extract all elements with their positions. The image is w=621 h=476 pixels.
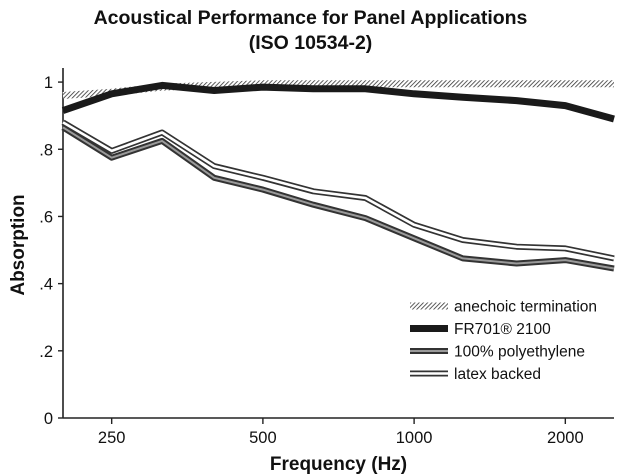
y-tick-label: 1 <box>44 74 53 92</box>
series-latex-backed <box>63 122 614 258</box>
axes: 0 .2 .4 .6 .8 1 250 500 1000 2000 Frequency (Hz) Ab… <box>8 68 614 475</box>
x-tick-label: 250 <box>98 429 126 447</box>
series-fr701-2100 <box>63 85 614 119</box>
legend-item: FR701® 2100 <box>410 321 551 338</box>
x-tick-label: 1000 <box>396 429 433 447</box>
x-tick-label: 500 <box>249 429 277 447</box>
y-tick-label: .6 <box>39 208 53 226</box>
legend-label: latex backed <box>454 366 541 383</box>
legend-label: anechoic termination <box>454 299 597 316</box>
y-tick-label: .2 <box>39 343 53 361</box>
series-lines <box>63 84 614 269</box>
y-axis-title: Absorption <box>8 194 29 295</box>
legend-item: anechoic termination <box>410 299 597 316</box>
x-tick-label: 2000 <box>547 429 584 447</box>
series-line <box>63 85 614 119</box>
legend-label: FR701® 2100 <box>454 321 551 338</box>
legend-item: latex backed <box>410 366 541 383</box>
series-line <box>63 122 614 258</box>
legend-item: 100% polyethylene <box>410 344 585 361</box>
series-line <box>63 122 614 258</box>
x-axis-title: Frequency (Hz) <box>270 454 407 475</box>
y-tick-label: .8 <box>39 141 53 159</box>
legend-label: 100% polyethylene <box>454 344 585 361</box>
y-tick-label: .4 <box>39 276 53 294</box>
y-tick-label: 0 <box>44 410 53 428</box>
legend: anechoic termination FR701® 2100 100% poly… <box>410 299 597 384</box>
